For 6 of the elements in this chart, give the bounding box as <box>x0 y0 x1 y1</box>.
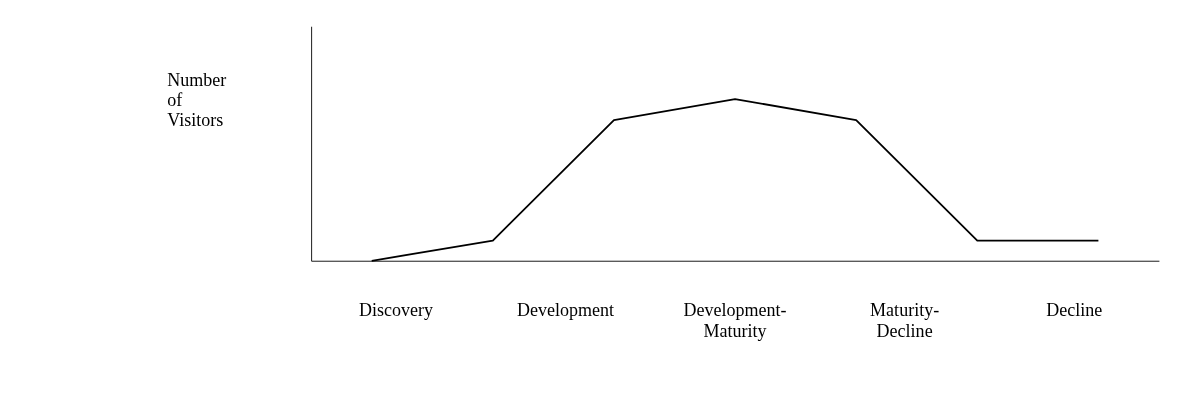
text: Maturity-Decline <box>870 299 940 342</box>
text: Development <box>516 299 615 320</box>
text: Decline <box>1046 299 1103 320</box>
text: Development-Maturity <box>683 299 787 342</box>
y-axis-title: Number of Visitors <box>167 70 227 130</box>
text: Discovery <box>358 299 433 320</box>
